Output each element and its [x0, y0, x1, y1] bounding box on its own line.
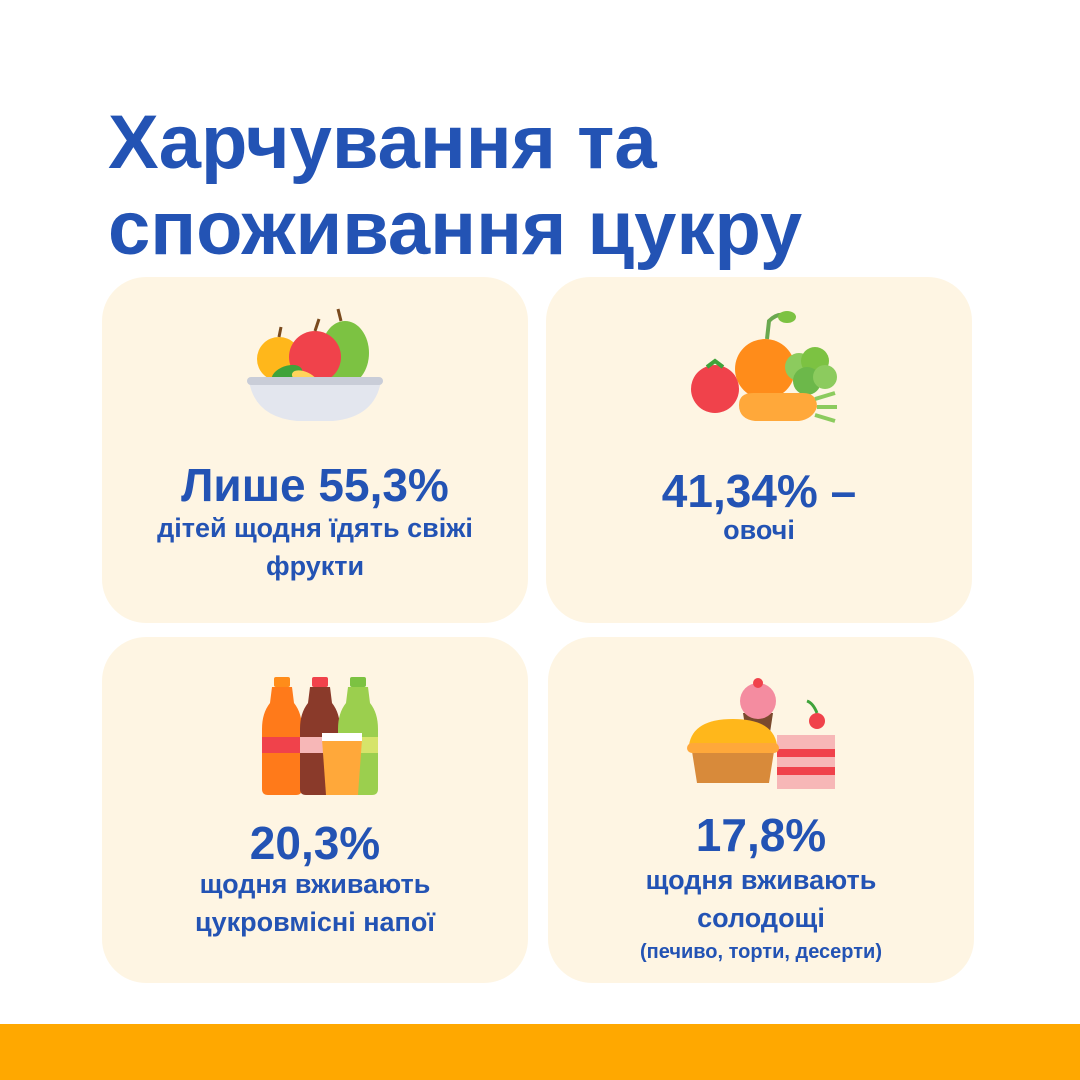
desserts-note: (печиво, торти, десерти): [639, 941, 883, 963]
vegetables-desc-line-1: овочі: [723, 515, 795, 545]
drinks-description: щодня вживають цукровмісні напої: [122, 865, 508, 941]
desserts-icon: [687, 678, 835, 789]
desserts-desc-line-2: солодощі: [697, 903, 825, 933]
vegetables-stat: 41,34% –: [661, 465, 857, 517]
desserts-desc-line-1: щодня вживають: [645, 865, 877, 895]
desserts-stat: 17,8%: [695, 809, 827, 861]
fruit-desc-line-1: дітей щодня їдять свіжі: [157, 513, 473, 543]
drinks-desc-line-1: щодня вживають: [199, 869, 431, 899]
sugary-drinks-icon: [262, 677, 378, 795]
desserts-card: 17,8% щодня вживають солодощі (печиво, т…: [548, 637, 974, 983]
title-line-2: споживання цукру: [108, 186, 803, 271]
title-line-1: Харчування та: [108, 100, 657, 185]
drinks-desc-line-2: цукровмісні напої: [195, 907, 435, 937]
vegetables-card: 41,34% – овочі: [546, 277, 972, 623]
fruit-bowl-icon: [247, 308, 383, 421]
drinks-card: 20,3% щодня вживають цукровмісні напої: [102, 637, 528, 983]
fruit-description: дітей щодня їдять свіжі фрукти: [122, 509, 508, 585]
vegetables-description: овочі: [566, 511, 952, 549]
fruit-desc-line-2: фрукти: [265, 551, 365, 581]
drinks-stat: 20,3%: [249, 817, 381, 869]
fruit-card: Лише 55,3% дітей щодня їдять свіжі фрукт…: [102, 277, 528, 623]
page-title: Харчування та споживання цукру: [108, 100, 988, 272]
bottom-accent-bar: [0, 1024, 1080, 1080]
desserts-description: щодня вживають солодощі: [568, 861, 954, 937]
vegetables-icon: [691, 311, 837, 423]
fruit-stat: Лише 55,3%: [181, 459, 449, 511]
